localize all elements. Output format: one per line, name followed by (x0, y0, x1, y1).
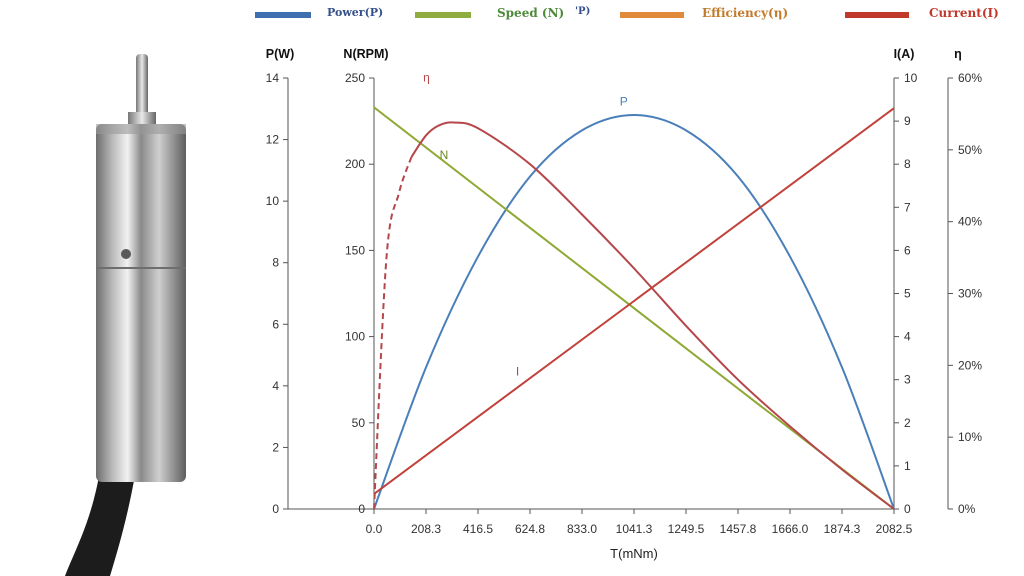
current-series-line (373, 107, 895, 495)
x-axis-tick-label: 416.5 (463, 522, 493, 536)
current-axis-tick-label: 1 (904, 459, 911, 473)
power-series-line (373, 113, 895, 510)
efficiency-axis-axis-title: η (954, 47, 962, 61)
chart-legend: Power(P) Speed (N) 'P) Efficiency(η) Cur… (255, 4, 1015, 30)
efficiency-series-line-dashed (373, 156, 413, 510)
power-axis-axis-title: P(W) (266, 47, 294, 61)
current-axis-tick-label: 0 (904, 502, 911, 516)
current-axis-tick-label: 7 (904, 200, 911, 214)
x-axis-tick-label: 208.3 (411, 522, 441, 536)
curve-labels-layer: P Nη I (423, 71, 628, 379)
efficiency-axis-tick-label: 50% (958, 143, 982, 157)
axes-layer: 02468101214P(W)050100150200250N(RPM)0123… (266, 47, 983, 561)
efficiency-axis-tick-label: 60% (958, 71, 982, 85)
efficiency-series-line (410, 121, 895, 510)
curve-label-current: I (516, 364, 519, 378)
power-axis-tick-label: 2 (272, 440, 279, 454)
power-axis-tick-label: 8 (272, 256, 279, 270)
current-axis-tick-label: 2 (904, 416, 911, 430)
power-axis-tick-label: 0 (272, 502, 279, 516)
current-axis-tick-label: 3 (904, 373, 911, 387)
x-axis-tick-label: 2082.5 (876, 522, 913, 536)
speed-axis-tick-label: 150 (345, 243, 365, 257)
curve-label-speed: N (440, 148, 449, 162)
x-axis-tick-label: 0.0 (366, 522, 383, 536)
series-layer (373, 106, 895, 510)
speed-axis-tick-label: 0 (358, 502, 365, 516)
x-axis-title: T(mNm) (610, 546, 658, 561)
x-axis-tick-label: 1041.3 (616, 522, 653, 536)
speed-axis-tick-label: 50 (352, 416, 366, 430)
legend-stray-text: 'P) (575, 6, 591, 17)
x-axis-tick-label: 1457.8 (720, 522, 757, 536)
x-axis-tick-label: 624.8 (515, 522, 545, 536)
legend-label-power: Power(P) (327, 6, 384, 19)
current-axis-tick-label: 10 (904, 71, 918, 85)
legend-swatch-speed (415, 12, 471, 18)
legend-label-current: Current(I) (929, 6, 999, 20)
current-axis-tick-label: 5 (904, 287, 911, 301)
motor-product-image (0, 0, 218, 576)
legend-swatch-efficiency (620, 12, 684, 18)
legend-label-speed: Speed (N) (497, 6, 565, 20)
power-axis-tick-label: 14 (266, 71, 280, 85)
efficiency-axis-tick-label: 0% (958, 502, 976, 516)
efficiency-axis-tick-label: 30% (958, 287, 982, 301)
curve-label-efficiency: η (423, 71, 430, 85)
power-axis-tick-label: 4 (272, 379, 279, 393)
curve-label-power: P (620, 95, 628, 109)
speed-axis-tick-label: 250 (345, 71, 365, 85)
speed-axis-tick-label: 100 (345, 330, 365, 344)
x-axis-tick-label: 1249.5 (668, 522, 705, 536)
efficiency-axis-tick-label: 40% (958, 215, 982, 229)
legend-swatch-power (255, 12, 311, 18)
current-axis-axis-title: I(A) (894, 47, 915, 61)
efficiency-axis-tick-label: 20% (958, 358, 982, 372)
speed-axis-tick-label: 200 (345, 157, 365, 171)
current-axis-tick-label: 4 (904, 330, 911, 344)
current-axis-tick-label: 8 (904, 157, 911, 171)
x-axis-tick-label: 833.0 (567, 522, 597, 536)
efficiency-axis-tick-label: 10% (958, 430, 982, 444)
legend-swatch-current (845, 12, 909, 18)
power-axis-tick-label: 10 (266, 194, 280, 208)
power-axis-tick-label: 12 (266, 133, 280, 147)
legend-label-efficiency: Efficiency(η) (702, 6, 789, 20)
speed-axis-axis-title: N(RPM) (343, 47, 388, 61)
current-axis-tick-label: 6 (904, 243, 911, 257)
motor-performance-chart: 02468101214P(W)050100150200250N(RPM)0123… (266, 47, 983, 561)
power-axis-tick-label: 6 (272, 317, 279, 331)
x-axis-tick-label: 1874.3 (824, 522, 861, 536)
x-axis-tick-label: 1666.0 (772, 522, 809, 536)
current-axis-tick-label: 9 (904, 114, 911, 128)
